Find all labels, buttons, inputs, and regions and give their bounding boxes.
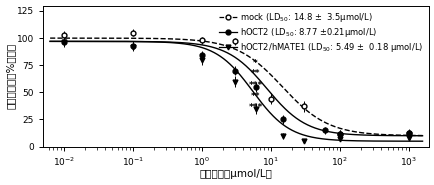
Text: **: ** [250, 69, 260, 78]
Text: ***: *** [248, 81, 262, 90]
X-axis label: 顺铂浓度（μmol/L）: 顺铂浓度（μmol/L） [200, 169, 272, 179]
Legend: mock (LD$_{50}$: 14.8 ±  3.5μmol/L), hOCT2 (LD$_{50}$: 8.77 ±0.21μmol/L), hOCT2/: mock (LD$_{50}$: 14.8 ± 3.5μmol/L), hOCT… [217, 10, 424, 55]
Text: **: ** [250, 92, 260, 101]
Text: ***: *** [248, 103, 262, 112]
Text: *: * [253, 59, 257, 68]
Y-axis label: 细胞存活率（%对照）: 细胞存活率（%对照） [6, 43, 16, 109]
